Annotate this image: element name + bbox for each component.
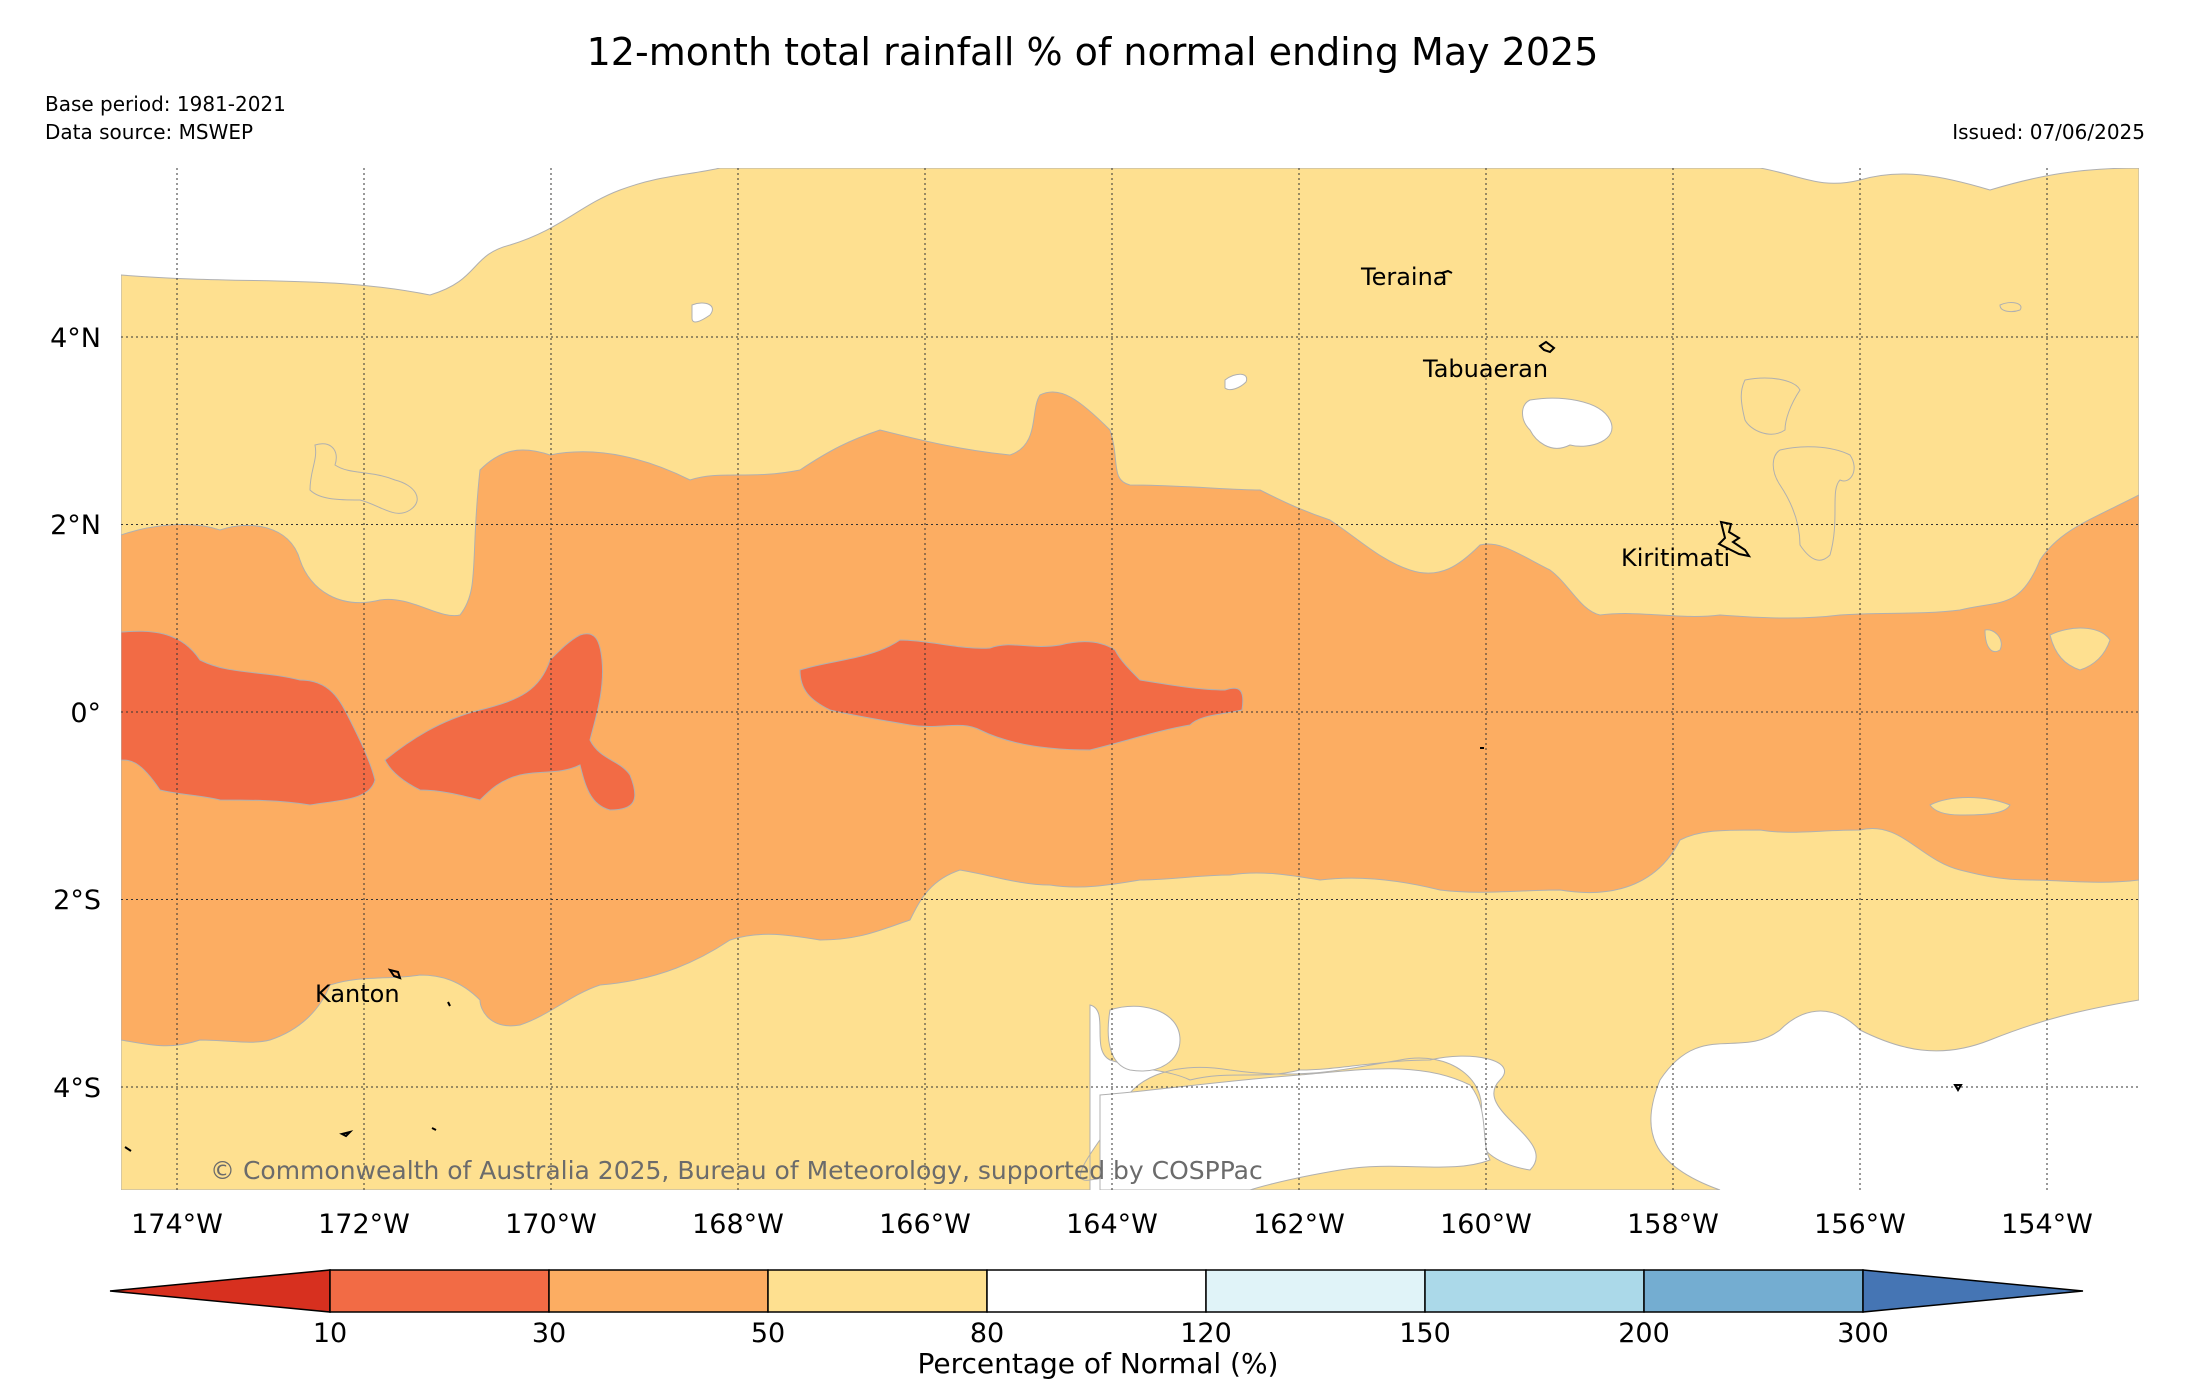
map-title: 12-month total rainfall % of normal endi… (586, 30, 1599, 74)
lon-label: 164°W (1066, 1209, 1158, 1240)
band-10-30 (121, 630, 376, 806)
lon-label: 156°W (1814, 1209, 1906, 1240)
lat-label: 2°N (50, 510, 101, 541)
island-label-kanton: Kanton (315, 980, 400, 1008)
colorbar-segment (548, 1269, 769, 1313)
island-outline (431, 1127, 437, 1131)
colorbar-tick: 80 (970, 1318, 1004, 1349)
island-outline (1953, 1084, 1963, 1092)
lon-label: 168°W (692, 1209, 784, 1240)
lon-label: 170°W (505, 1209, 597, 1240)
colorbar-tick: 150 (1399, 1318, 1451, 1349)
lon-label: 154°W (2001, 1209, 2093, 1240)
band-50-80 (1999, 302, 2022, 313)
band-50-80 (1929, 797, 2011, 816)
lat-label: 2°S (53, 885, 101, 916)
island-outline (124, 1146, 132, 1152)
issued-date: Issued: 07/06/2025 (1952, 120, 2145, 144)
island-label-teraina: Teraina (1360, 263, 1448, 291)
band-80-120 (691, 302, 713, 323)
lon-label: 166°W (879, 1209, 971, 1240)
island-outline (339, 1130, 354, 1138)
lon-label: 174°W (131, 1209, 223, 1240)
colorbar-tick: 200 (1618, 1318, 1670, 1349)
graticule (121, 168, 2139, 1190)
band-50-80 (1984, 629, 2002, 653)
lat-label: 0° (70, 698, 101, 729)
colorbar-extend-high (1862, 1269, 2084, 1313)
band-80-120 (1107, 1005, 1181, 1072)
colorbar-tick: 50 (751, 1318, 785, 1349)
lon-label: 158°W (1627, 1209, 1719, 1240)
data-source-note: Data source: MSWEP (45, 120, 254, 144)
band-80-120 (1522, 397, 1613, 449)
colorbar-tick: 30 (532, 1318, 566, 1349)
band-50-80 (2049, 627, 2111, 671)
lat-label: 4°S (53, 1073, 101, 1104)
kiritimati-outline (1717, 520, 1752, 558)
lon-label: 172°W (318, 1209, 410, 1240)
colorbar-segment (1643, 1269, 1864, 1313)
copyright-notice: © Commonwealth of Australia 2025, Bureau… (210, 1156, 1263, 1185)
colorbar-segment (767, 1269, 988, 1313)
colorbar-title: Percentage of Normal (%) (918, 1347, 1279, 1380)
teraina-outline (1441, 269, 1453, 274)
lat-label: 4°N (50, 323, 101, 354)
colorbar-segment (1205, 1269, 1426, 1313)
band-10-30 (384, 633, 636, 811)
island-label-kiritimati: Kiritimati (1621, 544, 1730, 572)
colorbar-tick: 120 (1180, 1318, 1232, 1349)
colorbar-segment (1424, 1269, 1645, 1313)
island-outlines (124, 269, 1963, 1152)
colorbar-segment (329, 1269, 550, 1313)
colorbar-segment (986, 1269, 1207, 1313)
island-label-tabuaeran: Tabuaeran (1422, 355, 1548, 383)
lon-label: 160°W (1440, 1209, 1532, 1240)
rainfall-field (121, 168, 2139, 1190)
band-80-120 (1099, 1068, 1491, 1190)
band-80-120 (1224, 373, 1248, 391)
island-outline (447, 1001, 451, 1007)
base-period-note: Base period: 1981-2021 (45, 92, 286, 116)
colorbar-extend-low (109, 1269, 331, 1313)
band-50-80 (1740, 377, 1801, 435)
band-10-30 (799, 639, 1244, 751)
lon-label: 162°W (1253, 1209, 1345, 1240)
tabuaeran-outline (1538, 340, 1556, 354)
band-50-80 (1772, 446, 1855, 561)
colorbar: 10 30 50 80 120 150 200 300 Percentage o… (109, 1269, 2084, 1380)
colorbar-tick: 10 (313, 1318, 347, 1349)
kanton-outline (387, 968, 402, 980)
colorbar-tick: 300 (1837, 1318, 1889, 1349)
